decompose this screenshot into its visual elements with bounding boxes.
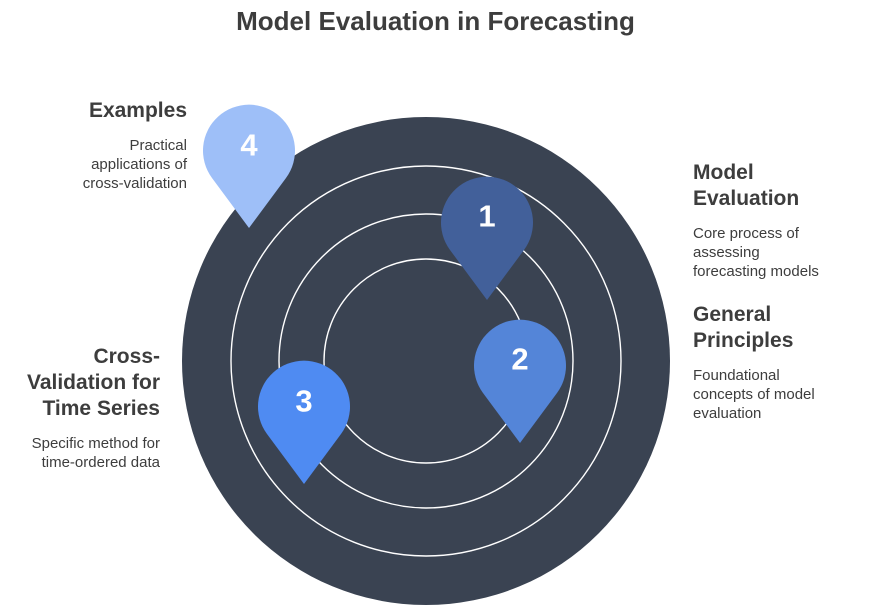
item-4-heading-line: Examples xyxy=(88,99,187,122)
target-ring-middle xyxy=(278,213,574,509)
item-1-heading: Model Evaluation xyxy=(693,160,863,212)
item-3-heading-line: Time Series xyxy=(42,397,160,420)
item-1-description-line: forecasting models xyxy=(693,263,819,280)
pin-1-number: 1 xyxy=(478,199,495,234)
item-1-description-line: Core process of xyxy=(693,225,799,242)
item-2-heading-line: Principles xyxy=(693,329,794,352)
item-3-heading-line: Cross- xyxy=(93,345,160,368)
item-1-heading-line: Evaluation xyxy=(693,187,800,210)
item-3-description-line: Specific method for xyxy=(31,435,160,452)
target-ring-outer xyxy=(230,165,622,557)
item-2-description-line: evaluation xyxy=(693,405,762,422)
item-4-description-line: applications of xyxy=(91,156,187,173)
pin-2-number: 2 xyxy=(511,342,528,377)
item-2-heading-line: General xyxy=(693,303,772,326)
pin-4-marker: 4 xyxy=(202,104,296,228)
item-3-label: Cross- Validation for Time Series Specif… xyxy=(0,344,160,472)
item-4-heading: Examples xyxy=(0,98,187,124)
item-3-heading-line: Validation for xyxy=(26,371,160,394)
pin-2-marker: 2 xyxy=(474,319,566,443)
item-2-label: General Principles Foundational concepts… xyxy=(693,302,863,423)
item-4-label: Examples Practical applications of cross… xyxy=(0,98,187,193)
item-1-heading-line: Model xyxy=(693,161,754,184)
item-2-description-line: concepts of model xyxy=(693,386,815,403)
item-1-label: Model Evaluation Core process of assessi… xyxy=(693,160,863,281)
item-3-heading: Cross- Validation for Time Series xyxy=(0,344,160,422)
item-4-description-line: cross-validation xyxy=(82,175,187,192)
item-4-description-line: Practical xyxy=(129,137,187,154)
pin-4-number: 4 xyxy=(240,128,258,163)
pin-3-marker: 3 xyxy=(258,360,350,484)
pin-3-number: 3 xyxy=(295,384,312,419)
item-1-description: Core process of assessing forecasting mo… xyxy=(693,224,863,281)
item-1-description-line: assessing xyxy=(693,244,760,261)
page-title: Model Evaluation in Forecasting xyxy=(236,6,635,36)
item-2-description-line: Foundational xyxy=(693,367,780,384)
item-3-description: Specific method for time-ordered data xyxy=(0,434,160,472)
item-3-description-line: time-ordered data xyxy=(41,454,160,471)
item-2-description: Foundational concepts of model evaluatio… xyxy=(693,366,863,423)
item-2-heading: General Principles xyxy=(693,302,863,354)
pin-1-marker: 1 xyxy=(441,176,533,300)
item-4-description: Practical applications of cross-validati… xyxy=(0,136,187,193)
